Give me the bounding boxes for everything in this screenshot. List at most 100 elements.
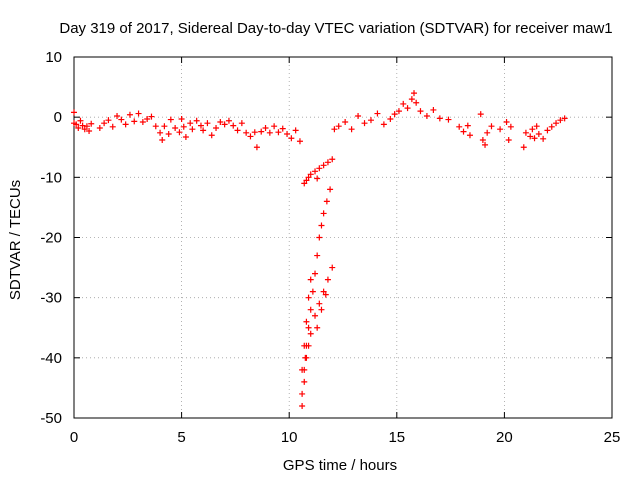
data-point — [488, 123, 495, 130]
data-point — [101, 120, 108, 127]
data-points — [71, 90, 568, 409]
data-point — [529, 126, 536, 133]
data-point — [533, 123, 540, 130]
y-tick-label: 0 — [54, 109, 62, 126]
data-point — [73, 121, 80, 128]
data-point — [355, 112, 362, 119]
data-point — [284, 131, 291, 138]
data-point — [540, 135, 547, 142]
data-point — [88, 120, 95, 127]
data-point — [507, 123, 514, 130]
data-point — [408, 96, 415, 103]
data-point — [404, 105, 411, 112]
x-tick-label: 25 — [604, 429, 621, 446]
data-point — [197, 122, 204, 129]
data-point — [213, 124, 220, 131]
data-point — [96, 124, 103, 131]
data-point — [247, 133, 254, 140]
data-point — [314, 252, 321, 259]
data-point — [479, 137, 486, 144]
data-point — [71, 109, 77, 116]
data-point — [527, 133, 534, 140]
data-point — [320, 288, 327, 295]
data-point — [200, 127, 207, 134]
data-point — [275, 129, 282, 136]
data-point — [305, 324, 312, 331]
data-point — [172, 124, 179, 131]
data-point — [253, 144, 260, 151]
x-axis-label: GPS time / hours — [283, 457, 397, 474]
data-point — [417, 108, 424, 115]
data-point — [484, 129, 491, 136]
data-point — [430, 106, 437, 113]
data-point — [81, 126, 88, 133]
data-point — [312, 270, 319, 277]
data-point — [204, 120, 211, 127]
data-point — [324, 276, 331, 283]
data-point — [445, 116, 452, 123]
data-point — [316, 165, 323, 172]
data-point — [307, 330, 314, 337]
data-point — [279, 125, 286, 132]
data-point — [305, 294, 312, 301]
data-point — [466, 132, 473, 139]
data-point — [176, 129, 183, 136]
data-point — [296, 138, 303, 145]
data-point — [193, 117, 200, 124]
data-point — [482, 141, 489, 148]
data-point — [324, 159, 331, 166]
data-point — [180, 123, 187, 130]
data-point — [126, 111, 133, 118]
data-point — [387, 115, 394, 122]
data-point — [329, 264, 336, 271]
data-point — [314, 175, 321, 182]
data-point — [292, 127, 299, 134]
y-tick-label: -30 — [40, 290, 62, 307]
data-point — [395, 108, 402, 115]
data-point — [505, 137, 512, 144]
x-tick-label: 10 — [281, 429, 298, 446]
data-point — [77, 117, 84, 124]
data-point — [266, 129, 273, 136]
data-point — [75, 124, 82, 131]
data-point — [316, 300, 323, 307]
y-axis-label: SDTVAR / TECUs — [7, 180, 24, 300]
data-point — [301, 180, 308, 187]
data-point — [230, 122, 237, 129]
data-point — [307, 171, 314, 178]
data-point — [456, 123, 463, 130]
data-point — [238, 120, 245, 127]
chart-title: Day 319 of 2017, Sidereal Day-to-day VTE… — [59, 20, 612, 37]
x-axis: 0 5 10 15 20 25 — [70, 57, 621, 446]
data-point — [522, 129, 529, 136]
data-point — [262, 124, 269, 131]
data-point — [318, 306, 325, 313]
data-point — [323, 198, 330, 205]
data-point — [307, 276, 314, 283]
data-point — [109, 123, 116, 130]
data-point — [208, 132, 215, 139]
x-tick-label: 5 — [177, 429, 185, 446]
data-point — [436, 115, 443, 122]
data-point — [327, 186, 334, 193]
data-point — [217, 118, 224, 125]
data-point — [413, 99, 420, 106]
data-point — [303, 354, 310, 361]
data-point — [329, 156, 336, 163]
data-point — [299, 402, 306, 409]
data-point — [161, 123, 168, 130]
data-point — [234, 127, 241, 134]
data-point — [301, 378, 308, 385]
data-point — [159, 137, 166, 144]
data-point — [561, 115, 568, 122]
data-point — [553, 120, 560, 127]
data-point — [477, 111, 484, 118]
data-point — [135, 110, 142, 117]
data-point — [331, 126, 338, 133]
data-point — [86, 128, 93, 135]
data-point — [243, 129, 250, 136]
data-point — [520, 144, 527, 151]
data-point — [131, 118, 138, 125]
data-point — [312, 312, 319, 319]
data-point — [342, 118, 349, 125]
